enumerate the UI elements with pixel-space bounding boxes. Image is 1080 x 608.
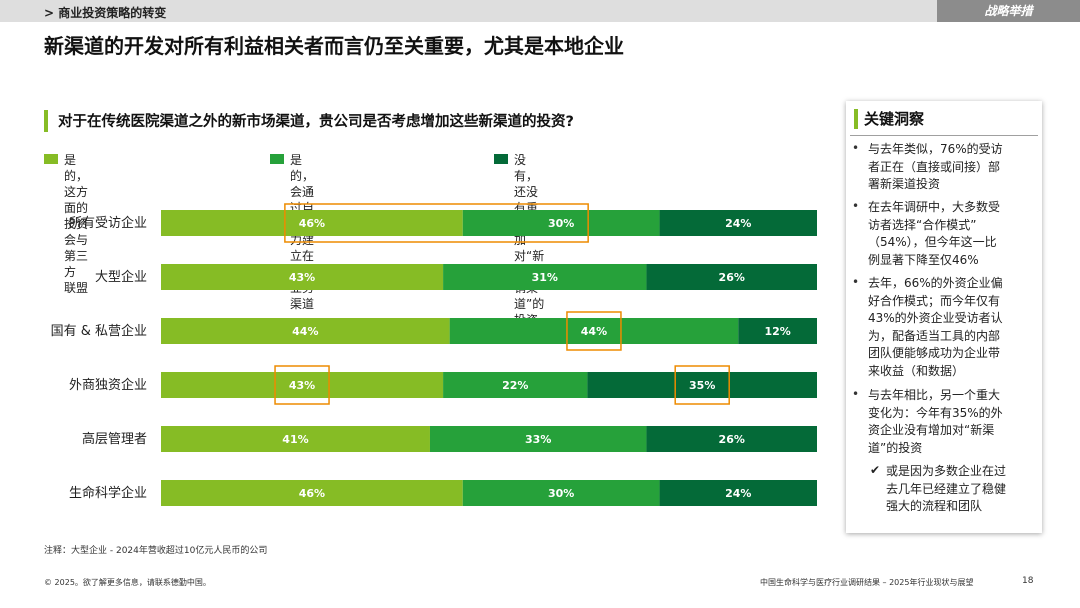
data-label: 44% [581, 325, 607, 338]
data-label: 26% [719, 433, 745, 446]
data-label: 46% [299, 487, 325, 500]
insight-line: 或是因为多数企业在过 [886, 464, 1007, 478]
checkmark-icon: ✔ [870, 463, 881, 477]
bar-segment [646, 264, 817, 290]
page-number: 18 [1022, 576, 1034, 586]
data-label: 22% [502, 379, 528, 392]
data-label: 26% [719, 271, 745, 284]
insight-line: 道”的投资 [868, 440, 923, 455]
insight-line: 者正在（直接或间接）部 [868, 159, 1001, 174]
bar-segment [646, 426, 817, 452]
bullet-dot-icon: • [852, 141, 860, 155]
insight-line: 团队便能够成功为企业带 [868, 346, 1001, 360]
page-title: 新渠道的开发对所有利益相关者而言仍至关重要，尤其是本地企业 [44, 34, 624, 58]
question-accent-bar [44, 110, 48, 132]
category-label: 大型企业 [95, 269, 147, 285]
bullet-dot-icon: • [852, 275, 860, 289]
legend-swatch-alliance [44, 154, 58, 164]
data-label: 30% [548, 217, 574, 230]
highlight-box [566, 311, 622, 351]
legend-swatch-no-increase [494, 154, 508, 164]
bar-segment [587, 372, 817, 398]
insight-line: 变化为：今年有35%的外 [868, 405, 1003, 420]
bar-segment [443, 372, 588, 398]
bar-segment [429, 426, 647, 452]
insight-line: 43%的外资企业受访者认 [868, 311, 1003, 325]
bar-segment [738, 318, 817, 344]
data-label: 43% [289, 379, 315, 392]
insight-line: 强大的流程和团队 [886, 499, 983, 513]
top-bar [0, 0, 1080, 22]
bar-segment [462, 480, 660, 506]
footer-report-title: 中国生命科学与医疗行业调研结果 – 2025年行业现状与展望 [760, 578, 974, 587]
data-label: 43% [289, 271, 315, 284]
bar-segment [161, 264, 444, 290]
insight-line: 好合作模式；而今年仅有 [868, 293, 1001, 308]
category-label: 生命科学企业 [69, 485, 147, 501]
insight-line: 与去年相比，另一个重大 [868, 388, 1001, 402]
legend-label: 是的，这方面的投资会与第三方 [64, 153, 89, 279]
section-tag: 战略举措 [937, 0, 1080, 22]
bar-segment [161, 426, 430, 452]
bullet-dot-icon: • [852, 199, 860, 213]
highlight-box [284, 203, 589, 243]
insight-line: 署新渠道投资 [868, 177, 941, 191]
stacked-bar-chart: 所有受访企业 46% 30% 24% 大型企业 43% 31% 26% 国有 & 私营企业 44%… [51, 203, 817, 506]
bar-segment [161, 372, 444, 398]
category-label: 高层管理者 [82, 431, 147, 447]
insight-line: 来收益（和数据） [868, 363, 965, 378]
insight-line: 访者选择“合作模式” [868, 217, 977, 232]
bar-segment [449, 318, 739, 344]
chart-question: 对于在传统医院渠道之外的新市场渠道，贵公司是否考虑增加这些新渠道的投资? [58, 114, 574, 130]
data-label: 33% [525, 433, 551, 446]
footer-copyright: © 2025。欲了解更多信息，请联系德勤中国。 [44, 578, 211, 587]
footnote: 注释：大型企业 - 2024年营收超过10亿元人民币的公司 [44, 546, 268, 556]
legend-swatch-online [270, 154, 284, 164]
bar-segment [161, 318, 450, 344]
panel-accent-bar [854, 109, 858, 129]
data-label: 44% [292, 325, 318, 338]
data-label: 41% [282, 433, 308, 446]
panel-divider [850, 135, 1038, 136]
bar-segment [443, 264, 647, 290]
bullet-dot-icon: • [852, 387, 860, 401]
key-insights-panel: 关键洞察 • 与去年类似，76%的受访 者正在（直接或间接）部 署新渠道投资 •… [846, 101, 1042, 533]
category-label: 国有 & 私营企业 [51, 323, 147, 339]
bar-segment [161, 210, 463, 236]
insight-line: （54%），但今年这一比 [868, 235, 997, 249]
insight-line: 与去年类似，76%的受访 [868, 142, 1003, 156]
data-label: 35% [689, 379, 715, 392]
insight-line: 去年，66%的外资企业偏 [868, 276, 1003, 290]
data-label: 12% [764, 325, 790, 338]
data-label: 30% [548, 487, 574, 500]
data-label: 46% [299, 217, 325, 230]
data-label: 24% [725, 487, 751, 500]
section-breadcrumb: > 商业投资策略的转变 [44, 6, 167, 20]
category-label: 所有受访企业 [69, 215, 147, 231]
highlight-box [274, 365, 330, 405]
bar-segment [161, 480, 463, 506]
insight-line: 资企业没有增加对“新渠 [868, 423, 995, 437]
insight-line: 在去年调研中，大多数受 [868, 200, 1001, 214]
bar-segment [659, 210, 817, 236]
highlight-box [674, 365, 730, 405]
legend-label: 联盟 [64, 281, 89, 295]
bar-segment [462, 210, 660, 236]
insight-line: 为，配备适当工具的内部 [868, 328, 1001, 343]
data-label: 31% [532, 271, 558, 284]
data-label: 24% [725, 217, 751, 230]
bar-segment [659, 480, 817, 506]
panel-title: 关键洞察 [864, 110, 925, 128]
category-label: 外商独资企业 [69, 377, 147, 393]
insight-line: 去几年已经建立了稳健 [886, 481, 1007, 496]
insight-line: 例显著下降至仅46% [868, 252, 979, 267]
